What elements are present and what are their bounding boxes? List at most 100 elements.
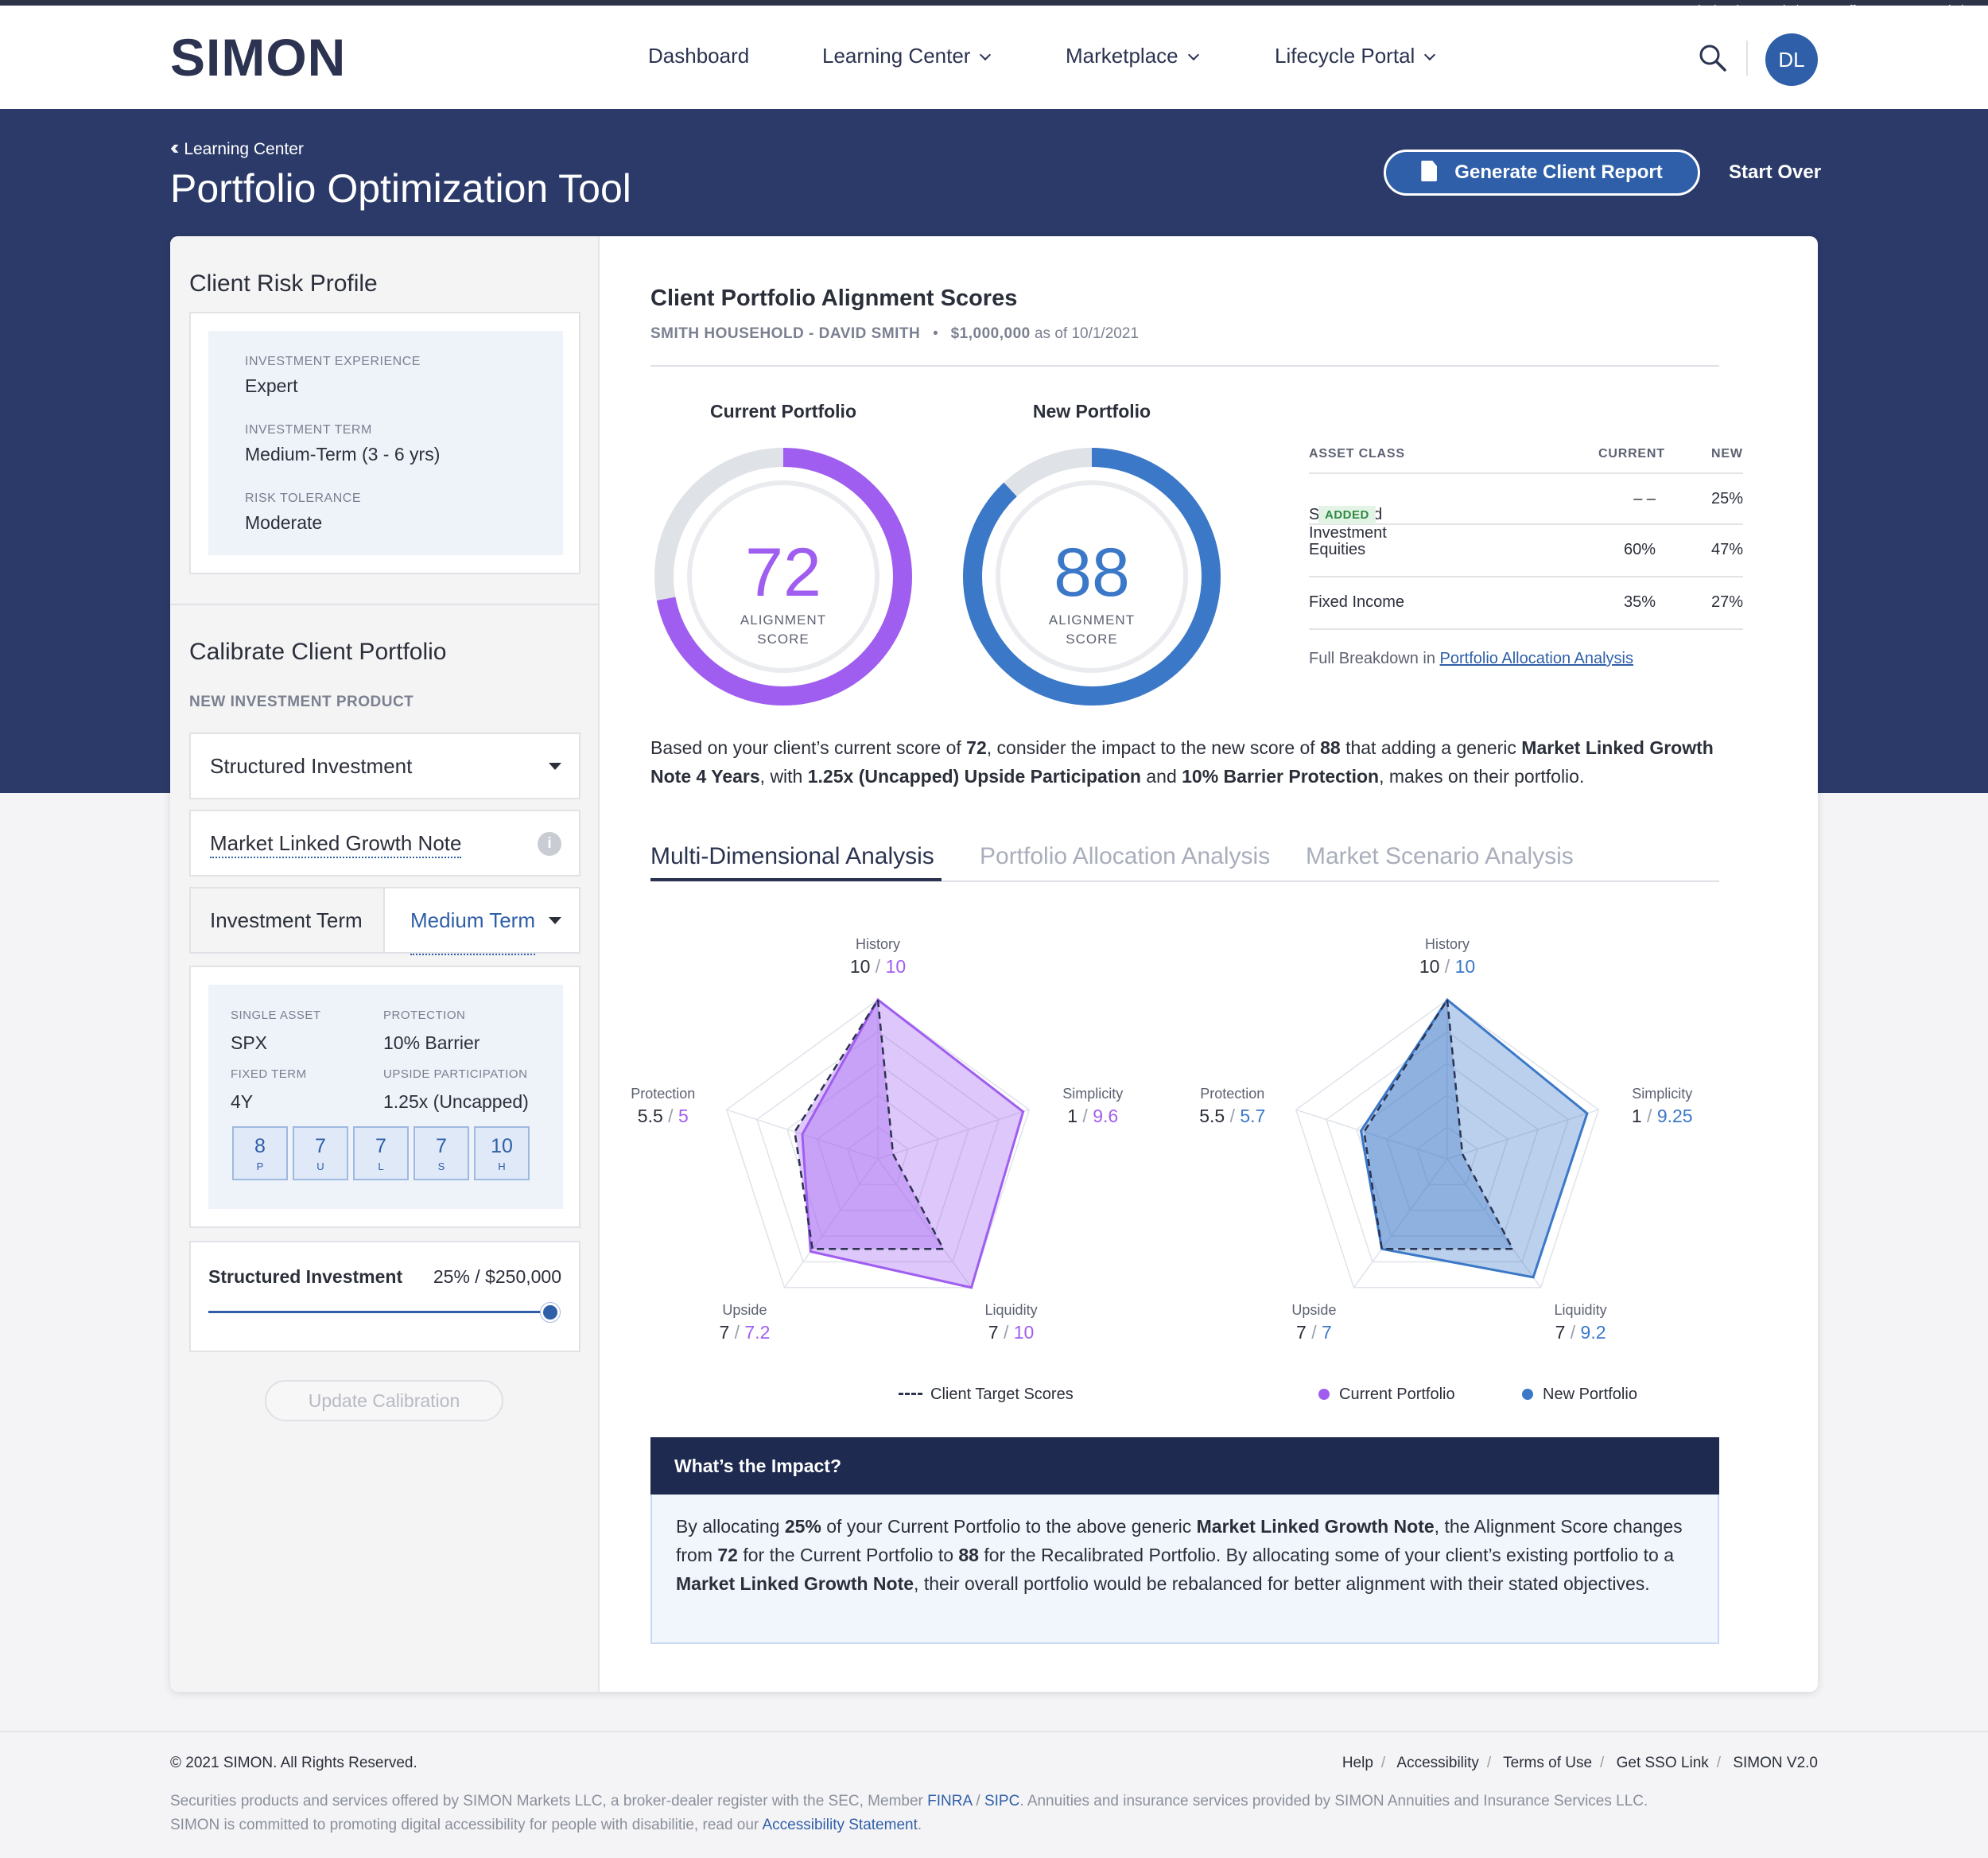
radar-axis-label: History [1425,936,1470,952]
footer-link-accessibility[interactable]: Accessibility [1396,1755,1479,1771]
as-of-date: as of 10/1/2021 [1034,325,1139,342]
start-over-button[interactable]: Start Over [1729,161,1822,183]
current-score: 72 ALIGNMENT SCORE [648,534,918,649]
nav-learning-center[interactable]: Learning Center [822,42,992,69]
footer-links: Help / Accessibility / Terms of Use / Get S… [1342,1755,1818,1771]
single-asset-value: SPX [231,1032,268,1053]
nav-lifecycle-portal[interactable]: Lifecycle Portal [1275,42,1436,69]
allocation-slider-box: Structured Investment 25% / $250,000 [189,1241,580,1352]
donut-progress-new [963,448,1221,705]
product-name-field[interactable]: Market Linked Growth Note i [189,810,580,877]
radar-grid-ring [1386,1094,1508,1211]
finra-link[interactable]: FINRA [927,1793,973,1809]
sipc-link[interactable]: SIPC [984,1793,1020,1809]
radar-axis-label: Simplicity [1632,1086,1692,1102]
nav-dashboard[interactable]: Dashboard [648,44,750,68]
radar-series-client-target-scores [794,997,945,1250]
portfolio-allocation-link[interactable]: Portfolio Allocation Analysis [1439,650,1633,667]
disclaimer: Securities products and services offered… [170,1793,1648,1833]
radar-axis-values: 1 / 9.6 [1067,1106,1118,1126]
radar-axis-values: 7 / 7 [1296,1322,1332,1343]
radar-grid-ring [755,1031,1000,1263]
calibrate-title: Calibrate Client Portfolio [189,639,447,665]
tab-portfolio-allocation[interactable]: Portfolio Allocation Analysis [980,843,1271,869]
radar-axis-line [1446,1109,1599,1160]
allocation-slider-handle[interactable] [541,1303,560,1322]
app-header: SIMON Dashboard Learning Center Marketpl… [0,6,1988,109]
experience-value: Expert [245,375,298,396]
update-calibration-button[interactable]: Update Calibration [265,1380,503,1421]
avatar[interactable]: DL [1765,33,1818,86]
fixed-term-value: 4Y [231,1091,254,1112]
footer-version: SIMON V2.0 [1733,1755,1818,1771]
experience-label: INVESTMENT EXPERIENCE [245,355,421,368]
new-portfolio-label: New Portfolio [1032,401,1151,422]
search-icon[interactable] [1697,42,1729,74]
term-label: INVESTMENT TERM [245,423,372,437]
header-divider [1746,41,1748,76]
simon-logo[interactable]: SIMON [170,28,347,87]
radar-axis-line [877,1109,1030,1160]
score-box-history: 10 H [474,1126,530,1180]
dashed-line-icon [899,1393,922,1395]
generate-client-report-button[interactable]: Generate Client Report [1384,150,1700,196]
new-product-label: NEW INVESTMENT PRODUCT [189,694,414,710]
allocation-slider-track[interactable] [208,1311,550,1313]
info-icon[interactable]: i [538,832,561,856]
copyright: © 2021 SIMON. All Rights Reserved. [170,1755,417,1771]
investment-term-label: Investment Term [191,888,385,952]
breadcrumb[interactable]: ‹‹ Learning Center [170,135,304,159]
radar-series-new-portfolio [1359,997,1589,1279]
pdf-icon [1421,161,1438,181]
dot-icon [1522,1389,1533,1400]
legend-current: Current Portfolio [1318,1386,1455,1404]
radar-axis-line [1295,1109,1448,1160]
radar-grid-ring [847,1126,909,1186]
radar-series-client-target-scores [1363,997,1515,1250]
tab-market-scenario[interactable]: Market Scenario Analysis [1306,843,1574,869]
accessibility-statement-link[interactable]: Accessibility Statement [762,1817,918,1833]
table-row: Equities 60% 47% [1309,525,1743,577]
radar-axis-values: 10 / 10 [850,956,906,977]
radar-axis-values: 7 / 7.2 [719,1322,770,1343]
footer-link-sso[interactable]: Get SSO Link [1616,1755,1709,1771]
investment-term-value[interactable]: Medium Term [410,888,536,955]
donut-progress-current [654,448,912,705]
added-badge: ADDED [1318,506,1376,524]
tab-multi-dimensional[interactable]: Multi-Dimensional Analysis [650,843,934,869]
analysis-tabs: Multi-Dimensional Analysis Portfolio All… [650,841,1719,882]
product-type-select[interactable]: Structured Investment [189,733,580,799]
table-row: Fixed Income 35% 27% [1309,577,1743,630]
current-score-value: 72 [745,534,821,611]
analysis-panel: Client Portfolio Alignment Scores SMITH … [600,236,1818,1692]
footer-link-terms[interactable]: Terms of Use [1503,1755,1593,1771]
double-chevron-left-icon: ‹‹ [170,135,180,159]
radar-axis-line [1446,1158,1542,1289]
full-breakdown: Full Breakdown in Portfolio Allocation A… [1309,650,1633,667]
active-tab-indicator [650,878,942,881]
risk-profile-box: INVESTMENT EXPERIENCE Expert INVESTMENT … [189,312,580,574]
radar-axis-label: Liquidity [1555,1302,1607,1318]
col-new: NEW [1711,447,1743,461]
impact-title: What’s the Impact? [650,1437,1719,1495]
main-card: Client Risk Profile INVESTMENT EXPERIENC… [170,236,1818,1692]
fixed-term-label: FIXED TERM [231,1067,307,1081]
new-score: 88 ALIGNMENT SCORE [957,534,1227,649]
risk-profile-list: INVESTMENT EXPERIENCE Expert INVESTMENT … [208,331,563,555]
impact-text: By allocating 25% of your Current Portfo… [650,1495,1719,1644]
footer-link-help[interactable]: Help [1342,1755,1373,1771]
investment-term-select[interactable]: Investment Term Medium Term [189,887,580,955]
nav-marketplace[interactable]: Marketplace [1066,42,1199,69]
radar-axis-values: 10 / 10 [1419,956,1475,977]
alignment-title: Client Portfolio Alignment Scores [650,286,1018,311]
new-score-donut [963,448,1221,705]
footer-divider [0,1731,1988,1732]
radar-grid-ring [725,999,1031,1289]
radar-axis-label: History [856,936,900,952]
product-details: SINGLE ASSET SPX PROTECTION 10% Barrier … [208,985,563,1209]
risk-profile-title: Client Risk Profile [189,270,378,297]
